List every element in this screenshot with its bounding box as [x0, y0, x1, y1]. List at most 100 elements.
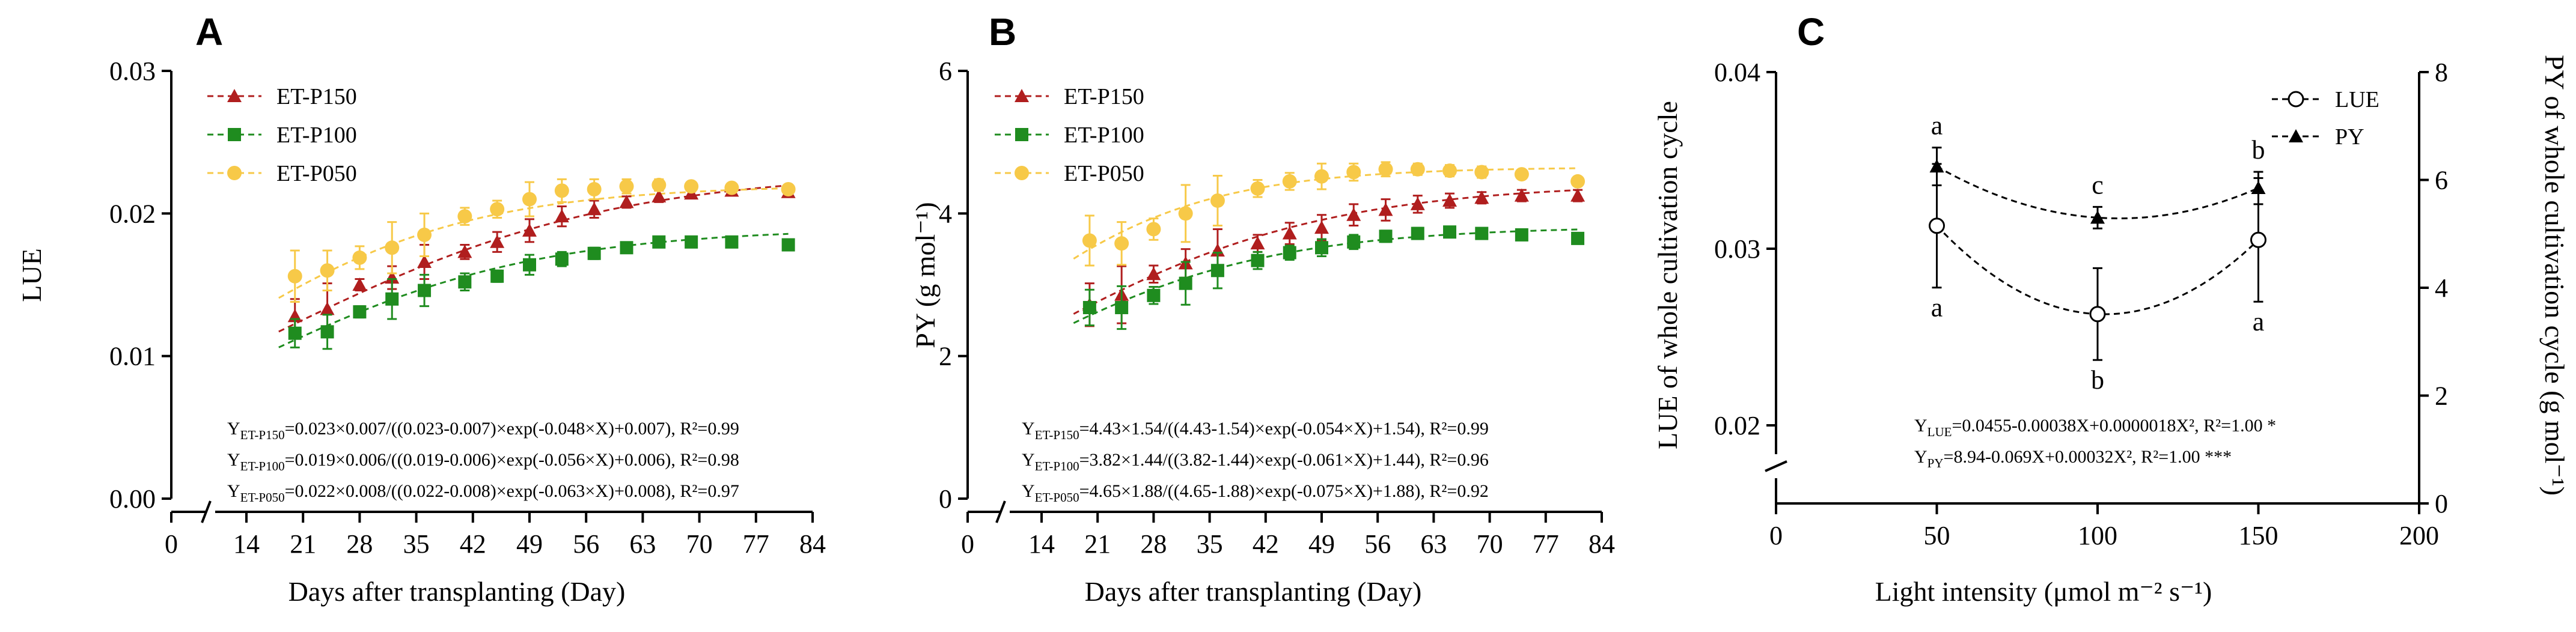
fit-curve-et-p150: [1073, 189, 1578, 315]
data-point-et-p050: [652, 177, 667, 192]
legend-label-et-p100: ET-P100: [1064, 123, 1144, 148]
data-point-et-p150: [320, 302, 335, 315]
panel-a-title: A: [195, 10, 223, 53]
data-point-et-p100: [1515, 228, 1528, 242]
data-point-lue: [1929, 217, 1945, 234]
legend-marker-et-p050: [227, 166, 242, 180]
data-point-et-p100: [1147, 288, 1161, 302]
x-tick-label: 21: [290, 529, 316, 559]
axis-break-mark: [201, 500, 212, 523]
data-point-py: [2090, 210, 2105, 224]
x-tick-label: 28: [346, 529, 373, 559]
panel-c-title: C: [1797, 10, 1825, 53]
data-point-et-p150: [1314, 220, 1329, 234]
panel-c-series: a b a a c b: [1929, 111, 2266, 395]
data-point-et-p150: [1146, 267, 1161, 281]
data-point-et-p100: [1443, 225, 1457, 239]
data-point-et-p050: [1082, 233, 1097, 248]
panel-a-ylabel: LUE: [16, 248, 47, 302]
data-point-et-p050: [684, 179, 699, 194]
panel-c-xlabel: Light intensity (μmol m⁻² s⁻¹): [1875, 576, 2212, 607]
data-point-et-p100: [418, 284, 432, 297]
data-point-et-p100: [1475, 226, 1489, 240]
data-point-et-p100: [725, 235, 739, 249]
panel-b-xlabel: Days after transplanting (Day): [1085, 576, 1422, 607]
x-tick-label: 63: [1420, 529, 1447, 559]
panel-c-axes: 0.02 0.03 0.04 0 2 4 6 8 0 50 100 150 200: [1714, 58, 2448, 550]
x-tick-label: 0: [165, 529, 178, 559]
data-point-et-p100: [385, 292, 399, 306]
data-point-et-p150: [522, 223, 537, 237]
data-point-et-p050: [724, 180, 739, 195]
data-point-et-p100: [1411, 226, 1424, 240]
data-point-et-p050: [1114, 236, 1129, 251]
panel-a-axes: 0.00 0.01 0.02 0.03 0 14 21 28 35 42 49 56 63 70 77 84: [109, 56, 826, 559]
y2-tick-label: 2: [2435, 381, 2448, 411]
y2-tick-label: 4: [2435, 273, 2448, 303]
significance-letter: a: [2253, 307, 2265, 336]
data-point-et-p100: [1251, 254, 1265, 267]
equation-et-p150: YET-P150=0.023×0.007/((0.023-0.007)×exp(…: [227, 419, 739, 442]
legend-label-et-p050: ET-P050: [276, 161, 357, 186]
legend-marker-et-p100: [228, 128, 241, 141]
data-point-et-p100: [685, 235, 698, 249]
y2-tick-label: 0: [2435, 489, 2448, 518]
data-point-et-p150: [385, 270, 400, 284]
data-point-et-p150: [652, 189, 667, 202]
x-tick-label: 35: [403, 529, 430, 559]
data-point-et-p100: [1179, 276, 1192, 290]
fit-curve-et-p100: [1073, 228, 1578, 324]
data-point-et-p050: [1514, 167, 1529, 182]
data-point-et-p050: [587, 181, 602, 196]
data-point-et-p150: [619, 195, 634, 208]
fit-curve-py: [1936, 165, 2259, 219]
panel-a-xlabel: Days after transplanting (Day): [288, 576, 626, 607]
data-point-et-p050: [1250, 181, 1265, 196]
panel-a-equations: YET-P150=0.023×0.007/((0.023-0.007)×exp(…: [227, 419, 739, 505]
data-point-et-p050: [1314, 169, 1329, 184]
x-tick-label: 77: [743, 529, 769, 559]
panel-c-legend: LUE PY: [2272, 87, 2379, 150]
data-point-et-p100: [320, 325, 334, 339]
equation-et-p100: YET-P100=0.019×0.006/((0.019-0.006)×exp(…: [227, 450, 739, 473]
y-tick-label: 0.00: [109, 484, 156, 514]
panel-b: B 0 2 4 6 0 14 21 28 35 42 49 56 63 70 77 84 Days after…: [910, 10, 1615, 607]
legend-marker-py: [2289, 129, 2303, 142]
x-tick-label: 77: [1533, 529, 1559, 559]
data-point-py: [1929, 159, 1944, 173]
axis-break-mark: [995, 500, 1006, 523]
data-point-et-p100: [781, 238, 795, 252]
data-point-et-p150: [1410, 196, 1425, 210]
data-point-et-p150: [1514, 188, 1529, 202]
data-point-et-p100: [1115, 300, 1129, 314]
x-tick-label: 42: [460, 529, 486, 559]
data-point-et-p100: [288, 326, 302, 340]
equation-py: YPY=8.94-0.069X+0.00032X², R²=1.00 ***: [1914, 447, 2232, 470]
data-point-et-p100: [1571, 231, 1585, 245]
data-point-et-p150: [1474, 190, 1489, 204]
data-point-et-p150: [1250, 236, 1265, 250]
data-point-et-p050: [352, 250, 367, 265]
panel-b-ylabel: PY (g mol⁻¹): [910, 202, 941, 348]
y-tick-label: 0.03: [1714, 234, 1760, 264]
data-point-et-p150: [1570, 188, 1586, 202]
x-tick-label: 49: [516, 529, 543, 559]
data-point-et-p150: [1378, 202, 1393, 216]
panel-b-equations: YET-P150=4.43×1.54/((4.43-1.54)×exp(-0.0…: [1022, 419, 1489, 505]
panel-a-legend: ET-P150 ET-P100 ET-P050: [207, 84, 357, 186]
legend-marker-et-p100: [1015, 128, 1028, 141]
significance-letter: b: [2091, 365, 2104, 395]
panel-b-title: B: [989, 10, 1016, 53]
data-point-et-p050: [417, 227, 432, 242]
y-tick-label: 2: [939, 342, 952, 371]
panel-c-y2label: PY of whole cultivation cycle (g mol⁻¹): [2539, 55, 2570, 496]
data-point-et-p050: [1442, 163, 1457, 178]
data-point-et-p100: [1283, 246, 1296, 260]
data-point-lue: [2089, 306, 2106, 323]
y-tick-label: 6: [939, 56, 952, 86]
data-point-et-p050: [1410, 162, 1425, 177]
x-tick-label: 35: [1197, 529, 1223, 559]
data-point-et-p100: [555, 252, 569, 266]
x-tick-label: 49: [1308, 529, 1335, 559]
x-tick-label: 0: [961, 529, 974, 559]
